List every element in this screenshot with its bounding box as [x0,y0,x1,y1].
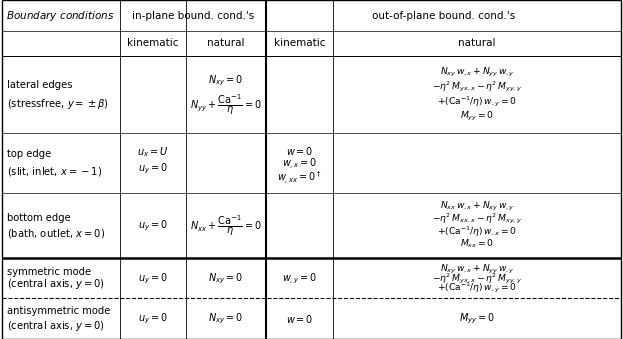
Text: $M_{xx} = 0$: $M_{xx} = 0$ [460,238,494,251]
Text: (central axis, $y = 0$): (central axis, $y = 0$) [7,319,105,333]
Text: lateral edges: lateral edges [7,80,72,90]
Text: $w_{,y} = 0$: $w_{,y} = 0$ [282,271,317,285]
Text: $u_y = 0$: $u_y = 0$ [138,312,168,326]
Text: natural: natural [207,38,245,48]
Text: $N_{yy} + \dfrac{\mathrm{Ca}^{-1}}{\eta} = 0$: $N_{yy} + \dfrac{\mathrm{Ca}^{-1}}{\eta}… [190,92,262,117]
Text: symmetric mode: symmetric mode [7,267,91,277]
Text: $N_{xx} + \dfrac{\mathrm{Ca}^{-1}}{\eta} = 0$: $N_{xx} + \dfrac{\mathrm{Ca}^{-1}}{\eta}… [190,213,262,238]
Text: $N_{xx}\,w_{,x} + N_{xy}\,w_{,y}$: $N_{xx}\,w_{,x} + N_{xy}\,w_{,y}$ [439,200,515,213]
Text: antisymmetric mode: antisymmetric mode [7,306,110,316]
Text: $N_{xy}\,w_{,x} + N_{yy}\,w_{,y}$: $N_{xy}\,w_{,x} + N_{yy}\,w_{,y}$ [439,66,515,79]
Text: $-\eta^2\,M_{yx,x} - \eta^2\,M_{yy,y}$: $-\eta^2\,M_{yx,x} - \eta^2\,M_{yy,y}$ [432,80,522,94]
Text: $N_{xy} = 0$: $N_{xy} = 0$ [208,312,244,326]
Text: kinematic: kinematic [127,38,178,48]
Text: $+(\mathrm{Ca}^{-1}/\eta)\,w_{,y} = 0$: $+(\mathrm{Ca}^{-1}/\eta)\,w_{,y} = 0$ [437,94,517,109]
Text: (slit, inlet, $x = -1$): (slit, inlet, $x = -1$) [7,165,102,178]
Text: (stressfree, $y = \pm\beta$): (stressfree, $y = \pm\beta$) [7,97,109,111]
Text: $M_{yy} = 0$: $M_{yy} = 0$ [459,312,495,326]
Text: (central axis, $y = 0$): (central axis, $y = 0$) [7,277,105,291]
Text: in-plane bound. cond.'s: in-plane bound. cond.'s [131,11,254,21]
Text: top edge: top edge [7,149,51,159]
Text: $N_{xy}\,w_{,x} + N_{yy}\,w_{,y}$: $N_{xy}\,w_{,x} + N_{yy}\,w_{,y}$ [439,263,515,276]
Text: $N_{xy} = 0$: $N_{xy} = 0$ [208,74,244,88]
Text: $-\eta^2\,M_{xx,x} - \eta^2\,M_{xy,y}$: $-\eta^2\,M_{xx,x} - \eta^2\,M_{xy,y}$ [432,212,522,226]
Text: $u_y = 0$: $u_y = 0$ [138,218,168,233]
Text: $M_{yy} = 0$: $M_{yy} = 0$ [460,110,494,123]
Text: $w = 0$: $w = 0$ [285,145,313,157]
Text: $w_{,x} = 0$: $w_{,x} = 0$ [282,157,317,172]
Text: $u_y = 0$: $u_y = 0$ [138,161,168,176]
Text: $w = 0$: $w = 0$ [285,313,313,325]
Text: $-\eta^2\,M_{yx,x} - \eta^2\,M_{yy,y}$: $-\eta^2\,M_{yx,x} - \eta^2\,M_{yy,y}$ [432,272,522,286]
Text: $u_x = U$: $u_x = U$ [137,146,168,159]
Text: bottom edge: bottom edge [7,213,70,222]
Text: natural: natural [458,38,496,48]
Text: kinematic: kinematic [273,38,325,48]
Text: $N_{xy} = 0$: $N_{xy} = 0$ [208,271,244,285]
Text: $w_{,xx} = 0^\dagger$: $w_{,xx} = 0^\dagger$ [277,169,321,186]
Text: out-of-plane bound. cond.'s: out-of-plane bound. cond.'s [372,11,515,21]
Text: $\mathit{Boundary\ conditions}$: $\mathit{Boundary\ conditions}$ [6,8,115,23]
Text: (bath, outlet, $x = 0$): (bath, outlet, $x = 0$) [7,227,105,240]
Text: $+(\mathrm{Ca}^{-1}/\eta)\,w_{,y} = 0$: $+(\mathrm{Ca}^{-1}/\eta)\,w_{,y} = 0$ [437,281,517,295]
Text: $+(\mathrm{Ca}^{-1}/\eta)\,w_{,x} = 0$: $+(\mathrm{Ca}^{-1}/\eta)\,w_{,x} = 0$ [437,224,517,239]
Text: $u_y = 0$: $u_y = 0$ [138,271,168,285]
